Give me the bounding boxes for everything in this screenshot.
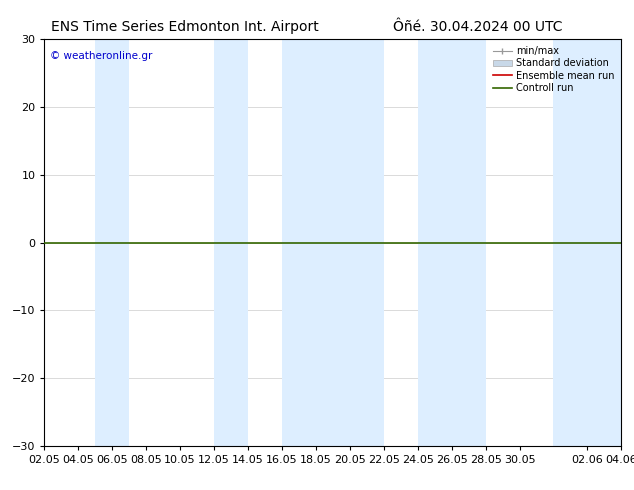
Bar — [214, 39, 248, 446]
Bar — [316, 39, 384, 446]
Bar — [95, 39, 129, 446]
Text: Ôñé. 30.04.2024 00 UTC: Ôñé. 30.04.2024 00 UTC — [393, 20, 562, 34]
Text: ENS Time Series Edmonton Int. Airport: ENS Time Series Edmonton Int. Airport — [51, 20, 318, 34]
Bar — [553, 39, 621, 446]
Bar — [282, 39, 316, 446]
Bar — [418, 39, 486, 446]
Legend: min/max, Standard deviation, Ensemble mean run, Controll run: min/max, Standard deviation, Ensemble me… — [491, 44, 616, 95]
Text: © weatheronline.gr: © weatheronline.gr — [50, 51, 153, 61]
